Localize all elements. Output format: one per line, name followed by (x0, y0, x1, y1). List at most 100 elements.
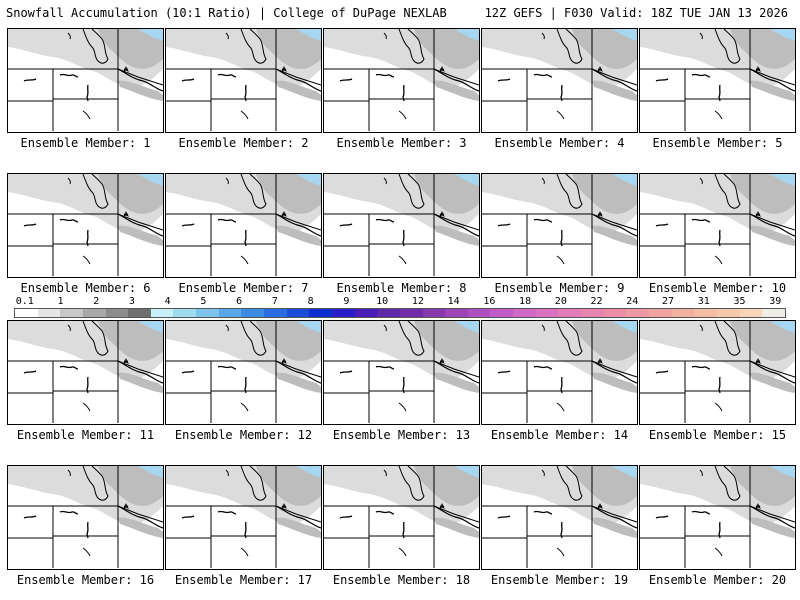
colorbar-tick-label: 6 (236, 296, 243, 307)
colorbar-swatch (128, 309, 151, 317)
colorbar-swatch (490, 309, 514, 317)
ensemble-member-map (7, 465, 164, 570)
colorbar-swatch (354, 309, 378, 317)
colorbar-tick-label: 39 (769, 296, 782, 307)
ensemble-member-map (165, 28, 322, 133)
ensemble-member-label: Ensemble Member: 14 (490, 428, 629, 442)
colorbar-swatch (626, 309, 649, 317)
ensemble-member-map (481, 320, 638, 425)
colorbar-tick-label: 8 (307, 296, 314, 307)
ensemble-member-label: Ensemble Member: 3 (336, 136, 467, 150)
colorbar-swatch (445, 309, 468, 317)
colorbar-swatch (309, 309, 332, 317)
ensemble-member-label: Ensemble Member: 15 (648, 428, 787, 442)
ensemble-member-label: Ensemble Member: 4 (494, 136, 625, 150)
ensemble-member-map (639, 465, 796, 570)
colorbar-labels: 0.1 1 2 3 4 5 6 7 8 9 10 12 14 16 18 20 22 24 27 31 35 39 (14, 296, 786, 308)
colorbar-swatch (467, 309, 491, 317)
ensemble-member-map (165, 320, 322, 425)
colorbar-swatch (558, 309, 582, 317)
colorbar-tick-label: 16 (483, 296, 496, 307)
colorbar-swatch (82, 309, 106, 317)
colorbar-tick-label: 0.1 (15, 296, 34, 307)
ensemble-member-map (7, 173, 164, 278)
colorbar-tick-label: 12 (411, 296, 424, 307)
colorbar-tick-label: 35 (733, 296, 746, 307)
colorbar-swatch (15, 309, 38, 317)
colorbar-tick-label: 1 (57, 296, 64, 307)
colorbar-swatch (603, 309, 627, 317)
colorbar-swatch (739, 309, 763, 317)
ensemble-member-map (165, 465, 322, 570)
colorbar-tick-label: 4 (164, 296, 171, 307)
ensemble-member-label: Ensemble Member: 10 (648, 281, 787, 295)
ensemble-member-label: Ensemble Member: 13 (332, 428, 471, 442)
ensemble-member-map (323, 465, 480, 570)
ensemble-member-map (165, 173, 322, 278)
colorbar-swatch (648, 309, 672, 317)
ensemble-member-map (639, 320, 796, 425)
ensemble-member-label: Ensemble Member: 20 (648, 573, 787, 587)
colorbar-tick-label: 2 (93, 296, 100, 307)
colorbar-swatch (60, 309, 83, 317)
colorbar-swatch (377, 309, 400, 317)
ensemble-member-label: Ensemble Member: 7 (178, 281, 309, 295)
colorbar-swatch (716, 309, 740, 317)
header-run-info: 12Z GEFS | F030 Valid: 18Z TUE JAN 13 20… (484, 6, 788, 20)
colorbar-swatch (105, 309, 129, 317)
ensemble-member-map (639, 28, 796, 133)
colorbar-tick-label: 14 (447, 296, 460, 307)
ensemble-member-label: Ensemble Member: 8 (336, 281, 467, 295)
colorbar-tick-label: 27 (662, 296, 675, 307)
colorbar-swatch (241, 309, 265, 317)
colorbar-swatch (422, 309, 446, 317)
colorbar-tick-label: 7 (271, 296, 278, 307)
colorbar-swatch (762, 309, 785, 317)
colorbar-tick-label: 3 (128, 296, 135, 307)
ensemble-member-label: Ensemble Member: 19 (490, 573, 629, 587)
ensemble-member-map (481, 173, 638, 278)
header-title: Snowfall Accumulation (10:1 Ratio) | Col… (6, 6, 447, 20)
colorbar-tick-label: 9 (343, 296, 350, 307)
colorbar-swatch (173, 309, 197, 317)
ensemble-member-label: Ensemble Member: 12 (174, 428, 313, 442)
colorbar-tick-label: 22 (590, 296, 603, 307)
colorbar-tick-label: 10 (376, 296, 389, 307)
colorbar-swatch (37, 309, 61, 317)
colorbar-tick-label: 20 (554, 296, 567, 307)
colorbar-swatch (218, 309, 242, 317)
ensemble-member-map (323, 173, 480, 278)
colorbar-tick-label: 24 (626, 296, 639, 307)
ensemble-member-map (7, 320, 164, 425)
colorbar-swatch (286, 309, 310, 317)
colorbar-swatch (399, 309, 423, 317)
colorbar-swatch (581, 309, 604, 317)
colorbar-swatch (196, 309, 219, 317)
ensemble-member-label: Ensemble Member: 9 (494, 281, 625, 295)
ensemble-member-label: Ensemble Member: 2 (178, 136, 309, 150)
colorbar-swatch (264, 309, 287, 317)
ensemble-member-label: Ensemble Member: 17 (174, 573, 313, 587)
ensemble-member-label: Ensemble Member: 11 (16, 428, 155, 442)
ensemble-member-map (481, 465, 638, 570)
ensemble-member-label: Ensemble Member: 6 (20, 281, 151, 295)
ensemble-member-map (323, 320, 480, 425)
colorbar-swatch (150, 309, 174, 317)
colorbar-swatch (671, 309, 695, 317)
colorbar-swatch (513, 309, 536, 317)
ensemble-member-label: Ensemble Member: 18 (332, 573, 471, 587)
colorbar-tick-label: 5 (200, 296, 207, 307)
colorbar (14, 308, 786, 318)
colorbar-swatch (535, 309, 559, 317)
colorbar-tick-label: 18 (519, 296, 532, 307)
ensemble-member-map (639, 173, 796, 278)
ensemble-member-map (481, 28, 638, 133)
colorbar-swatch (331, 309, 355, 317)
colorbar-tick-label: 31 (697, 296, 710, 307)
ensemble-member-map (323, 28, 480, 133)
ensemble-member-label: Ensemble Member: 5 (652, 136, 783, 150)
ensemble-member-label: Ensemble Member: 16 (16, 573, 155, 587)
ensemble-member-label: Ensemble Member: 1 (20, 136, 151, 150)
colorbar-swatch (694, 309, 717, 317)
ensemble-member-map (7, 28, 164, 133)
